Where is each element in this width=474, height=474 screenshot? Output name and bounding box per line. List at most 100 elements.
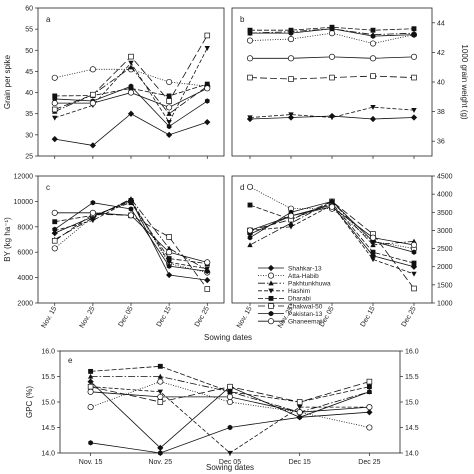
data-point: [166, 131, 173, 138]
series-line: [54, 212, 208, 263]
panel-letter: a: [46, 15, 51, 24]
series-line: [54, 83, 208, 97]
legend-item: Ghaneemat: [258, 318, 322, 326]
series-hashim: [247, 202, 417, 277]
data-point: [127, 89, 135, 96]
data-point: [51, 135, 58, 143]
data-point: [52, 96, 58, 102]
data-point: [227, 383, 233, 390]
data-point: [166, 111, 172, 116]
y-tick-label: 2000: [437, 264, 453, 271]
y-tick-label: 6000: [17, 250, 33, 257]
data-point: [89, 209, 96, 216]
data-point: [166, 245, 172, 251]
data-point: [411, 26, 417, 32]
data-point: [166, 256, 172, 261]
data-point: [287, 36, 295, 43]
data-point: [370, 249, 376, 255]
legend-item: Pakhtunkhuwa: [258, 280, 331, 288]
data-point: [128, 53, 134, 60]
series-pakistan-13: [52, 199, 210, 274]
y-axis-title: Grain per spike: [3, 54, 12, 109]
y-tick-label: 10000: [14, 199, 34, 206]
data-point: [366, 424, 373, 431]
panel-b: 36 38 40 42 44 b 1000 grain weight (g): [231, 7, 469, 159]
series-line: [249, 200, 415, 289]
data-point: [204, 32, 211, 39]
data-point: [247, 27, 253, 33]
data-point: [366, 378, 373, 385]
data-point: [204, 98, 210, 104]
data-point: [329, 115, 335, 121]
y-tick-label: 25: [25, 154, 33, 161]
data-point: [227, 450, 233, 456]
series-line: [249, 106, 415, 118]
y-tick-label: 30: [25, 132, 33, 139]
panel-letter: d: [240, 183, 244, 192]
data-point: [87, 388, 94, 395]
y-axis-title: 1000 grain weight (g): [460, 44, 469, 119]
data-point: [246, 55, 254, 62]
x-axis-title: Sowing dates: [204, 333, 252, 342]
data-point: [411, 31, 417, 38]
data-point: [411, 271, 417, 277]
data-point: [329, 74, 335, 81]
legend-marker: [268, 310, 274, 317]
data-point: [366, 404, 373, 411]
series-line: [54, 68, 208, 87]
legend-item: Shahkar-13: [258, 264, 322, 272]
data-point: [288, 27, 294, 33]
data-point: [370, 105, 376, 110]
data-point: [247, 30, 253, 36]
data-point: [297, 404, 303, 410]
data-point: [288, 112, 294, 118]
y-tick-label: 3000: [437, 228, 453, 235]
x-tick-label: Nov. 15: [236, 305, 254, 329]
legend-label: Atta-Habib: [288, 273, 319, 280]
data-point: [166, 263, 172, 269]
panel-c-frame: [37, 175, 225, 304]
data-point: [128, 200, 134, 206]
data-point: [157, 399, 164, 405]
data-point: [410, 241, 418, 248]
data-point: [90, 199, 96, 206]
x-tick-label: Nov. 15: [41, 305, 59, 329]
data-point: [329, 26, 335, 32]
series-chakwal-50: [247, 73, 417, 82]
series-line: [54, 199, 208, 270]
legend-item: Hashim: [258, 288, 310, 295]
series-pakistan-13: [88, 389, 372, 456]
data-point: [226, 398, 234, 406]
y-tick-label: 4500: [437, 174, 453, 181]
data-point: [370, 73, 376, 79]
panel-letter: e: [68, 356, 73, 365]
y-tick-label: 4000: [17, 275, 33, 282]
series-shahkar-13: [51, 110, 211, 149]
legend-marker: [268, 288, 274, 294]
data-point: [370, 33, 376, 39]
data-point: [166, 271, 173, 279]
data-point: [88, 368, 94, 374]
series-ghaneemat: [246, 53, 418, 62]
series-line: [54, 202, 208, 265]
data-point: [52, 93, 58, 99]
legend-label: Dharabi: [288, 296, 311, 303]
y-tick-label: 40: [25, 90, 33, 97]
data-point: [51, 74, 58, 81]
x-axis-title: Sowing dates: [206, 463, 254, 472]
data-point: [166, 98, 172, 104]
y-tick-label: 2500: [437, 246, 453, 253]
y-tick-label: 15.5: [41, 374, 55, 381]
data-point: [227, 389, 233, 395]
data-point: [52, 226, 58, 233]
y-axis-title: GPC (%): [25, 386, 34, 418]
data-point: [89, 66, 96, 73]
y-tick-label: 15.0: [41, 400, 55, 407]
series-chakwal-50: [51, 32, 211, 113]
data-point: [366, 384, 372, 390]
series-line: [249, 204, 415, 275]
y-tick-label: 16.0: [41, 349, 55, 356]
legend-marker: [268, 280, 274, 286]
series-ghaneemat: [51, 85, 211, 111]
